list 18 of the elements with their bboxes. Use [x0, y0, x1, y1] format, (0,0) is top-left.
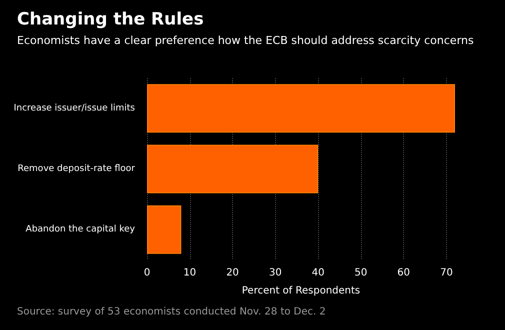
bar [147, 144, 318, 194]
x-tick-label: 10 [183, 268, 196, 278]
y-tick-label: Abandon the capital key [26, 224, 136, 235]
x-axis-title: Percent of Respondents [242, 286, 360, 296]
x-tick-label: 50 [354, 268, 368, 278]
chart-title: Changing the Rules [17, 10, 204, 30]
x-tick-label: 70 [440, 268, 453, 278]
bar [147, 205, 182, 254]
x-tick-label: 20 [226, 268, 239, 278]
y-tick-label: Increase issuer/issue limits [14, 103, 136, 114]
x-tick-label: 60 [397, 268, 410, 278]
bar [147, 84, 455, 133]
x-tick-label: 0 [144, 268, 150, 278]
x-tick-label: 30 [268, 268, 282, 278]
x-tick-label: 40 [312, 268, 324, 278]
source-note: Source: survey of 53 economists conducted Nov. 28 to Dec. 2 [17, 306, 326, 318]
chart-subtitle: Economists have a clear preference how the ECB should address scarcity concerns [17, 34, 474, 47]
y-tick-label: Remove deposit-rate floor [18, 164, 136, 174]
